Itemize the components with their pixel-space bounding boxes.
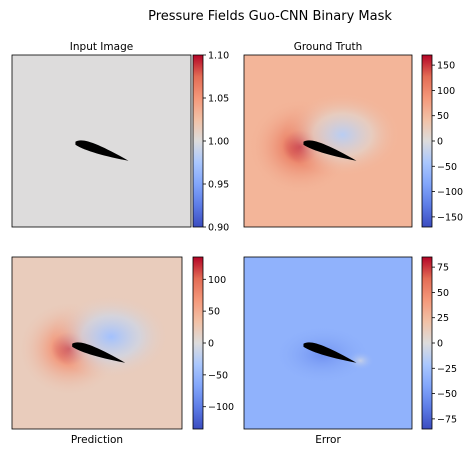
heatmap-field — [12, 55, 191, 227]
colorbar-gradient — [192, 256, 204, 430]
colorbar: 75 50 25 0 −25 −50 −75 — [421, 256, 457, 430]
airfoil-mask — [303, 140, 357, 161]
panel-title: Ground Truth — [294, 41, 363, 53]
panel-3: Prediction 100 50 0 −50 −100 — [11, 256, 234, 446]
colorbar-tick-label: 1.10 — [208, 51, 229, 62]
colorbar-tick-label: 0 — [437, 339, 443, 350]
colorbar-gradient — [421, 256, 433, 430]
colorbar-tick-label: −100 — [208, 402, 234, 413]
colorbar-tick-label: −50 — [208, 370, 228, 381]
colorbar-gradient — [192, 54, 204, 228]
colorbar: 1.10 1.05 1.00 0.95 0.90 — [192, 51, 229, 234]
colorbar: 100 50 0 −50 −100 — [192, 256, 234, 430]
panel-caption: Error — [315, 434, 341, 446]
suction-region — [284, 92, 401, 177]
colorbar-tick-label: 0.95 — [208, 180, 229, 191]
panel-frame — [243, 54, 413, 228]
colorbar-tick-label: 0 — [437, 137, 443, 148]
airfoil-mask — [303, 342, 357, 363]
colorbar-tick-label: −75 — [437, 414, 457, 425]
suction-region — [53, 294, 170, 379]
heatmap-background — [12, 55, 191, 227]
panel-1: Input Image 1.10 1.05 1.00 0.95 0.90 — [11, 41, 229, 234]
heatmap-field — [244, 257, 412, 429]
colorbar-tick-label: 0 — [208, 339, 214, 350]
colorbar-tick-label: 25 — [437, 313, 449, 324]
heatmap-field — [12, 257, 182, 429]
colorbar-tick-label: 50 — [437, 288, 449, 299]
colorbar-gradient — [421, 54, 433, 228]
colorbar-tick-label: 50 — [437, 111, 449, 122]
colorbar-tick-label: −50 — [437, 162, 457, 173]
colorbar-tick-label: −100 — [437, 187, 463, 198]
colorbar-tick-label: −25 — [437, 364, 457, 375]
airfoil-mask — [72, 342, 126, 363]
colorbar-tick-label: 0.90 — [208, 223, 229, 234]
colorbar-tick-label: 1.00 — [208, 137, 229, 148]
panel-frame — [11, 54, 192, 228]
colorbar-tick-label: −150 — [437, 212, 463, 223]
panel-title: Input Image — [70, 41, 133, 53]
colorbar-tick-label: 100 — [437, 86, 455, 97]
heatmap-field — [244, 55, 412, 227]
panel-caption: Prediction — [71, 434, 123, 446]
colorbar-tick-label: 75 — [437, 263, 449, 274]
colorbar-tick-label: 1.05 — [208, 94, 229, 105]
colorbar-tick-label: 100 — [208, 275, 226, 286]
panel-frame — [11, 256, 183, 430]
error-hotspot — [346, 350, 375, 371]
colorbar: 150 100 50 0 −50 −100 −150 — [421, 54, 463, 228]
panel-frame — [243, 256, 413, 430]
colorbar-tick-label: 50 — [208, 307, 220, 318]
colorbar-tick-label: −50 — [437, 389, 457, 400]
panel-2: Ground Truth 150 100 50 0 −50 −100 −150 — [243, 41, 463, 228]
panel-4: Error 75 50 25 0 −25 −50 −75 — [243, 256, 457, 446]
airfoil-mask — [75, 140, 129, 161]
colorbar-tick-label: 150 — [437, 61, 455, 72]
error-region — [272, 324, 373, 385]
figure-title: Pressure Fields Guo-CNN Binary Mask — [148, 9, 392, 24]
